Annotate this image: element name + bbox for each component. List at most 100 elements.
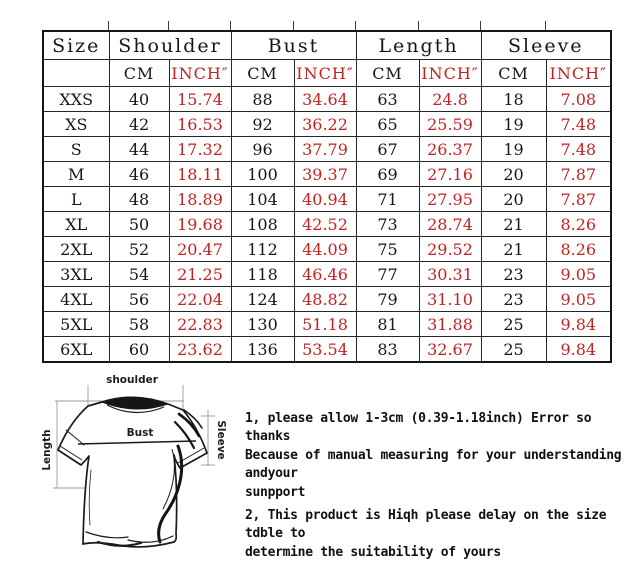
table-unit-row: CM INCH″ CM INCH″ CM INCH″ CM INCH″	[42, 59, 612, 87]
crop-tick	[168, 21, 169, 30]
shoulder-cm-cell: 60	[108, 336, 170, 363]
sleeve-inch-cell: 9.84	[545, 311, 612, 337]
length-inch-cell: 27.95	[418, 186, 482, 212]
shoulder-cm-cell: 58	[108, 311, 170, 337]
bust-cm-cell: 96	[230, 136, 295, 162]
length-inch-cell: 24.8	[418, 86, 482, 112]
table-row: 5XL 58 22.83 130 51.18 81 31.88 25 9.84	[42, 311, 612, 337]
shoulder-cm-cell: 42	[108, 111, 170, 137]
table-header-row: Size Shoulder Bust Length Sleeve	[42, 30, 612, 60]
length-cm-cell: 69	[355, 161, 420, 187]
shoulder-cm-cell: 40	[108, 86, 170, 112]
table-row: 2XL 52 20.47 112 44.09 75 29.52 21 8.26	[42, 236, 612, 262]
size-cell: S	[42, 136, 110, 162]
bust-label: Bust	[127, 427, 154, 439]
sleeve-inch-cell: 9.05	[545, 261, 612, 287]
shoulder-group-header: Shoulder	[108, 30, 232, 60]
bust-inch-cell: 39.37	[293, 161, 357, 187]
bust-cm-cell: 130	[230, 311, 295, 337]
crop-tick	[293, 21, 294, 30]
sleeve-inch-cell: 8.26	[545, 236, 612, 262]
sleeve-inch-cell: 7.48	[545, 111, 612, 137]
shoulder-cm-cell: 46	[108, 161, 170, 187]
length-cm-cell: 63	[355, 86, 420, 112]
length-inch-cell: 27.16	[418, 161, 482, 187]
sleeve-cm-cell: 19	[480, 111, 547, 137]
sleeve-cm-cell: 21	[480, 236, 547, 262]
length-cm-cell: 77	[355, 261, 420, 287]
table-row: 4XL 56 22.04 124 48.82 79 31.10 23 9.05	[42, 286, 612, 312]
table-row: XS 42 16.53 92 36.22 65 25.59 19 7.48	[42, 111, 612, 137]
size-cell: M	[42, 161, 110, 187]
sleeve-cm-cell: 20	[480, 161, 547, 187]
size-cell: XL	[42, 211, 110, 237]
table-row: XXS 40 15.74 88 34.64 63 24.8 18 7.08	[42, 86, 612, 112]
length-label: Length	[41, 429, 53, 470]
table-row: M 46 18.11 100 39.37 69 27.16 20 7.87	[42, 161, 612, 187]
crop-tick	[418, 21, 419, 30]
bust-inch-cell: 36.22	[293, 111, 357, 137]
sleeve-cm-cell: 23	[480, 261, 547, 287]
shoulder-inch-cell: 16.53	[168, 111, 232, 137]
crop-tick	[480, 21, 481, 30]
sleeve-inch-cell: 7.08	[545, 86, 612, 112]
shoulder-cm-cell: 48	[108, 186, 170, 212]
empty-header-cell	[42, 59, 110, 87]
shoulder-cm-cell: 50	[108, 211, 170, 237]
length-cm-cell: 67	[355, 136, 420, 162]
crop-tick	[545, 21, 546, 30]
sleeve-inch-cell: 7.48	[545, 136, 612, 162]
bust-cm-cell: 100	[230, 161, 295, 187]
size-cell: 2XL	[42, 236, 110, 262]
length-cm-cell: 79	[355, 286, 420, 312]
crop-tick	[355, 21, 356, 30]
sleeve-cm-cell: 19	[480, 136, 547, 162]
shoulder-inch-cell: 18.89	[168, 186, 232, 212]
size-column-header: Size	[42, 30, 110, 60]
length-inch-cell: 29.52	[418, 236, 482, 262]
bust-inch-cell: 42.52	[293, 211, 357, 237]
shoulder-inch-cell: 18.11	[168, 161, 232, 187]
bust-inch-cell: 34.64	[293, 86, 357, 112]
tshirt-measurement-diagram: shoulder Bust Length Sleeve	[41, 374, 227, 548]
length-inch-cell: 31.10	[418, 286, 482, 312]
bust-cm-cell: 112	[230, 236, 295, 262]
length-cm-cell: 75	[355, 236, 420, 262]
bust-inch-cell: 53.54	[293, 336, 357, 363]
cm-header: CM	[480, 59, 547, 87]
sleeve-inch-cell: 7.87	[545, 161, 612, 187]
inch-header: INCH″	[168, 59, 232, 87]
bust-inch-cell: 40.94	[293, 186, 357, 212]
shoulder-label: shoulder	[106, 374, 159, 386]
bust-inch-cell: 48.82	[293, 286, 357, 312]
sleeve-label: Sleeve	[215, 420, 227, 459]
bust-cm-cell: 104	[230, 186, 295, 212]
cm-header: CM	[355, 59, 420, 87]
table-row: XL 50 19.68 108 42.52 73 28.74 21 8.26	[42, 211, 612, 237]
bust-cm-cell: 136	[230, 336, 295, 363]
table-row: 6XL 60 23.62 136 53.54 83 32.67 25 9.84	[42, 336, 612, 363]
shoulder-inch-cell: 19.68	[168, 211, 232, 237]
diagram-labels: shoulder Bust Length Sleeve	[41, 374, 227, 471]
size-cell: 3XL	[42, 261, 110, 287]
shoulder-inch-cell: 23.62	[168, 336, 232, 363]
sleeve-cm-cell: 23	[480, 286, 547, 312]
shoulder-inch-cell: 21.25	[168, 261, 232, 287]
sleeve-cm-cell: 25	[480, 311, 547, 337]
table-row: S 44 17.32 96 37.79 67 26.37 19 7.48	[42, 136, 612, 162]
size-cell: XS	[42, 111, 110, 137]
shoulder-inch-cell: 17.32	[168, 136, 232, 162]
shoulder-inch-cell: 15.74	[168, 86, 232, 112]
table-row: L 48 18.89 104 40.94 71 27.95 20 7.87	[42, 186, 612, 212]
bust-inch-cell: 37.79	[293, 136, 357, 162]
sleeve-inch-cell: 8.26	[545, 211, 612, 237]
bust-cm-cell: 118	[230, 261, 295, 287]
size-cell: 6XL	[42, 336, 110, 363]
shoulder-cm-cell: 54	[108, 261, 170, 287]
cm-header: CM	[230, 59, 295, 87]
length-cm-cell: 71	[355, 186, 420, 212]
size-cell: L	[42, 186, 110, 212]
table-row: 3XL 54 21.25 118 46.46 77 30.31 23 9.05	[42, 261, 612, 287]
bust-inch-cell: 44.09	[293, 236, 357, 262]
